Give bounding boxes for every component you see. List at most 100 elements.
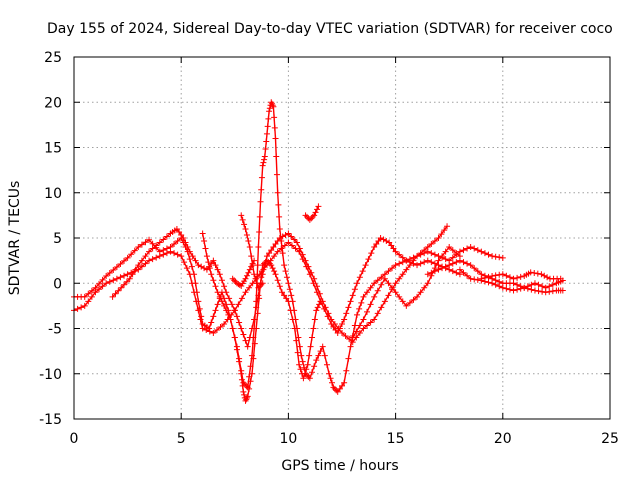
data-series-track-j bbox=[478, 269, 564, 282]
data-point bbox=[214, 289, 221, 296]
data-point bbox=[251, 316, 258, 323]
data-point bbox=[481, 274, 488, 281]
data-point bbox=[417, 260, 424, 267]
data-point bbox=[489, 280, 496, 287]
data-point bbox=[439, 253, 446, 260]
data-point bbox=[160, 251, 167, 258]
data-point bbox=[264, 123, 271, 130]
data-point bbox=[311, 316, 318, 323]
data-point bbox=[244, 384, 251, 391]
data-point bbox=[396, 260, 403, 267]
data-point bbox=[243, 231, 250, 238]
data-point bbox=[428, 241, 435, 248]
data-point bbox=[535, 288, 542, 295]
data-point bbox=[186, 271, 193, 278]
data-point bbox=[121, 257, 128, 264]
data-point bbox=[110, 277, 117, 284]
data-point bbox=[206, 265, 213, 272]
data-point bbox=[328, 379, 335, 386]
data-point bbox=[202, 245, 209, 252]
data-point bbox=[380, 236, 387, 243]
data-point bbox=[85, 290, 92, 297]
data-point bbox=[300, 375, 307, 382]
data-point bbox=[313, 206, 320, 213]
data-point bbox=[199, 230, 206, 237]
data-point bbox=[388, 242, 395, 249]
data-point bbox=[514, 286, 521, 293]
data-point bbox=[389, 265, 396, 272]
data-point bbox=[392, 262, 399, 269]
data-point bbox=[268, 247, 275, 254]
data-point bbox=[449, 254, 456, 261]
data-point bbox=[431, 238, 438, 245]
data-point bbox=[271, 253, 278, 260]
data-point bbox=[442, 263, 449, 270]
data-point bbox=[113, 263, 120, 270]
data-point bbox=[492, 253, 499, 260]
y-tick-label: -10 bbox=[39, 367, 62, 383]
data-point bbox=[499, 254, 506, 261]
x-tick-label: 0 bbox=[70, 431, 79, 447]
data-point bbox=[117, 274, 124, 281]
data-point bbox=[249, 260, 256, 267]
data-point bbox=[118, 284, 125, 291]
data-point bbox=[364, 289, 371, 296]
data-point bbox=[328, 316, 335, 323]
data-point bbox=[446, 262, 453, 269]
data-point bbox=[198, 263, 205, 270]
data-point bbox=[312, 209, 319, 216]
data-point bbox=[471, 245, 478, 252]
data-point bbox=[281, 242, 288, 249]
data-point bbox=[373, 241, 380, 248]
data-point bbox=[233, 343, 240, 350]
data-point bbox=[283, 274, 290, 281]
data-point bbox=[242, 275, 249, 282]
data-point bbox=[286, 286, 293, 293]
data-point bbox=[371, 244, 378, 251]
data-point bbox=[360, 293, 367, 300]
data-point bbox=[330, 323, 337, 330]
data-point bbox=[319, 343, 326, 350]
data-point bbox=[428, 259, 435, 266]
data-point bbox=[285, 230, 292, 237]
data-point bbox=[371, 280, 378, 287]
data-point bbox=[321, 352, 328, 359]
data-point bbox=[351, 286, 358, 293]
data-point bbox=[279, 250, 286, 257]
data-point bbox=[110, 266, 117, 273]
data-point bbox=[246, 244, 253, 251]
data-point bbox=[210, 330, 217, 337]
x-axis-label: GPS time / hours bbox=[281, 458, 398, 474]
data-point bbox=[460, 269, 467, 276]
data-point bbox=[496, 283, 503, 290]
data-series-track-d bbox=[199, 99, 506, 395]
data-point bbox=[112, 290, 119, 297]
data-point bbox=[474, 247, 481, 254]
data-point bbox=[378, 274, 385, 281]
y-tick-label: 15 bbox=[44, 141, 62, 157]
data-point bbox=[138, 241, 145, 248]
data-series-track-f bbox=[229, 257, 258, 289]
data-point bbox=[503, 285, 510, 292]
data-point bbox=[306, 375, 313, 382]
data-point bbox=[364, 308, 371, 315]
data-point bbox=[223, 307, 230, 314]
data-point bbox=[191, 289, 198, 296]
data-point bbox=[417, 251, 424, 258]
data-point bbox=[414, 253, 421, 260]
data-point bbox=[343, 367, 350, 374]
data-point bbox=[339, 382, 345, 389]
series-line bbox=[305, 206, 320, 221]
data-point bbox=[248, 253, 255, 260]
data-point bbox=[527, 269, 534, 276]
data-point bbox=[323, 361, 330, 368]
data-point bbox=[478, 248, 485, 255]
data-point bbox=[231, 334, 238, 341]
data-point bbox=[364, 322, 371, 329]
data-point bbox=[269, 265, 276, 272]
data-point bbox=[117, 260, 124, 267]
data-point bbox=[431, 251, 438, 258]
data-point bbox=[406, 262, 413, 269]
data-point bbox=[174, 238, 181, 245]
data-point bbox=[374, 287, 381, 294]
